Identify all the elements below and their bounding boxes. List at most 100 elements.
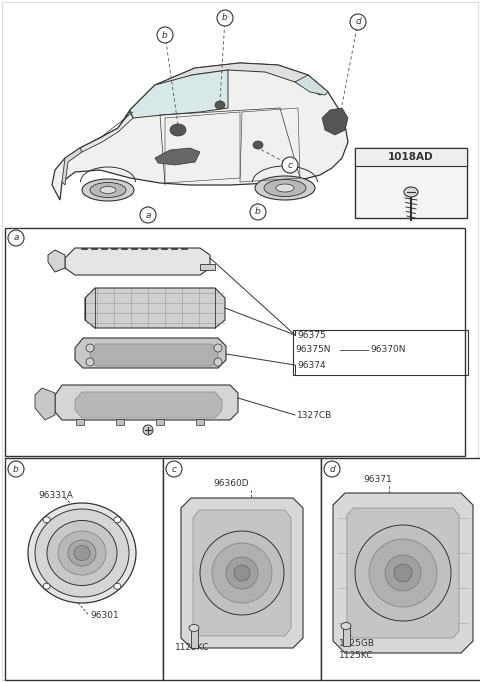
Text: d: d bbox=[329, 464, 335, 473]
Polygon shape bbox=[130, 63, 328, 112]
Polygon shape bbox=[75, 392, 222, 418]
Ellipse shape bbox=[189, 625, 199, 632]
Circle shape bbox=[217, 10, 233, 26]
Circle shape bbox=[140, 207, 156, 223]
Ellipse shape bbox=[35, 509, 129, 597]
Circle shape bbox=[234, 565, 250, 581]
Text: b: b bbox=[162, 31, 168, 40]
Text: c: c bbox=[288, 160, 292, 170]
Ellipse shape bbox=[68, 540, 96, 566]
Polygon shape bbox=[35, 388, 55, 420]
Circle shape bbox=[214, 358, 222, 366]
Circle shape bbox=[282, 157, 298, 173]
Circle shape bbox=[166, 461, 182, 477]
Polygon shape bbox=[322, 108, 348, 135]
Ellipse shape bbox=[90, 183, 126, 198]
Text: 1018AD: 1018AD bbox=[388, 152, 434, 162]
Text: b: b bbox=[13, 464, 19, 473]
Circle shape bbox=[385, 555, 421, 591]
Bar bbox=[321, 458, 480, 680]
Bar bbox=[76, 419, 84, 425]
Text: d: d bbox=[355, 18, 361, 27]
Bar bbox=[293, 330, 468, 375]
Bar bbox=[196, 419, 204, 425]
Ellipse shape bbox=[74, 546, 90, 561]
Circle shape bbox=[212, 543, 272, 603]
Polygon shape bbox=[85, 288, 225, 328]
Text: 96375: 96375 bbox=[297, 331, 326, 340]
Text: 1125KC: 1125KC bbox=[175, 644, 209, 653]
Circle shape bbox=[324, 461, 340, 477]
Polygon shape bbox=[333, 493, 473, 653]
Text: 96301: 96301 bbox=[90, 612, 119, 621]
Circle shape bbox=[350, 14, 366, 30]
Ellipse shape bbox=[114, 517, 121, 523]
Ellipse shape bbox=[253, 141, 263, 149]
Ellipse shape bbox=[43, 517, 50, 523]
Text: 1125KC: 1125KC bbox=[339, 651, 373, 660]
Text: b: b bbox=[255, 207, 261, 216]
Circle shape bbox=[369, 539, 437, 607]
Polygon shape bbox=[80, 112, 133, 152]
Circle shape bbox=[355, 525, 451, 621]
Bar bbox=[5, 228, 465, 456]
Text: 96375N: 96375N bbox=[295, 346, 331, 355]
Ellipse shape bbox=[47, 520, 117, 586]
Ellipse shape bbox=[114, 583, 121, 589]
Polygon shape bbox=[155, 148, 200, 165]
Polygon shape bbox=[48, 250, 65, 272]
Ellipse shape bbox=[43, 583, 50, 589]
Text: c: c bbox=[171, 464, 177, 473]
Bar bbox=[156, 419, 164, 425]
Ellipse shape bbox=[255, 176, 315, 200]
Polygon shape bbox=[130, 70, 228, 118]
Bar bbox=[200, 264, 215, 270]
Ellipse shape bbox=[82, 179, 134, 201]
Bar bbox=[355, 148, 467, 166]
Circle shape bbox=[86, 344, 94, 352]
Text: 1125GB: 1125GB bbox=[339, 638, 375, 647]
Polygon shape bbox=[181, 498, 303, 648]
Circle shape bbox=[200, 531, 284, 615]
Bar bbox=[343, 626, 350, 646]
Ellipse shape bbox=[264, 179, 306, 196]
Polygon shape bbox=[65, 248, 210, 275]
Circle shape bbox=[250, 204, 266, 220]
Text: a: a bbox=[145, 211, 151, 220]
Text: 1327CB: 1327CB bbox=[297, 411, 332, 419]
Text: 96360D: 96360D bbox=[213, 479, 249, 488]
Ellipse shape bbox=[404, 187, 418, 197]
Ellipse shape bbox=[28, 503, 136, 603]
Circle shape bbox=[86, 358, 94, 366]
Circle shape bbox=[8, 461, 24, 477]
Circle shape bbox=[214, 344, 222, 352]
Polygon shape bbox=[295, 75, 328, 95]
Bar bbox=[355, 148, 467, 218]
Ellipse shape bbox=[276, 184, 294, 192]
Bar bbox=[5, 458, 163, 680]
Ellipse shape bbox=[170, 124, 186, 136]
Text: 96370N: 96370N bbox=[370, 346, 406, 355]
Text: 96331A: 96331A bbox=[38, 492, 73, 501]
Circle shape bbox=[143, 425, 153, 435]
Polygon shape bbox=[52, 63, 348, 200]
Circle shape bbox=[157, 27, 173, 43]
Text: 96371: 96371 bbox=[363, 475, 392, 484]
Bar bbox=[163, 458, 321, 680]
Ellipse shape bbox=[58, 531, 106, 575]
Polygon shape bbox=[347, 508, 459, 638]
Text: 96374: 96374 bbox=[297, 361, 325, 370]
Polygon shape bbox=[193, 510, 291, 636]
Ellipse shape bbox=[215, 101, 225, 109]
Polygon shape bbox=[62, 148, 82, 185]
Ellipse shape bbox=[100, 186, 116, 194]
Circle shape bbox=[394, 564, 412, 582]
Bar bbox=[116, 419, 124, 425]
Bar bbox=[191, 628, 198, 648]
Polygon shape bbox=[55, 385, 238, 420]
Ellipse shape bbox=[341, 623, 351, 629]
Polygon shape bbox=[75, 338, 226, 368]
Circle shape bbox=[226, 557, 258, 589]
Polygon shape bbox=[90, 344, 218, 366]
Text: b: b bbox=[222, 14, 228, 23]
